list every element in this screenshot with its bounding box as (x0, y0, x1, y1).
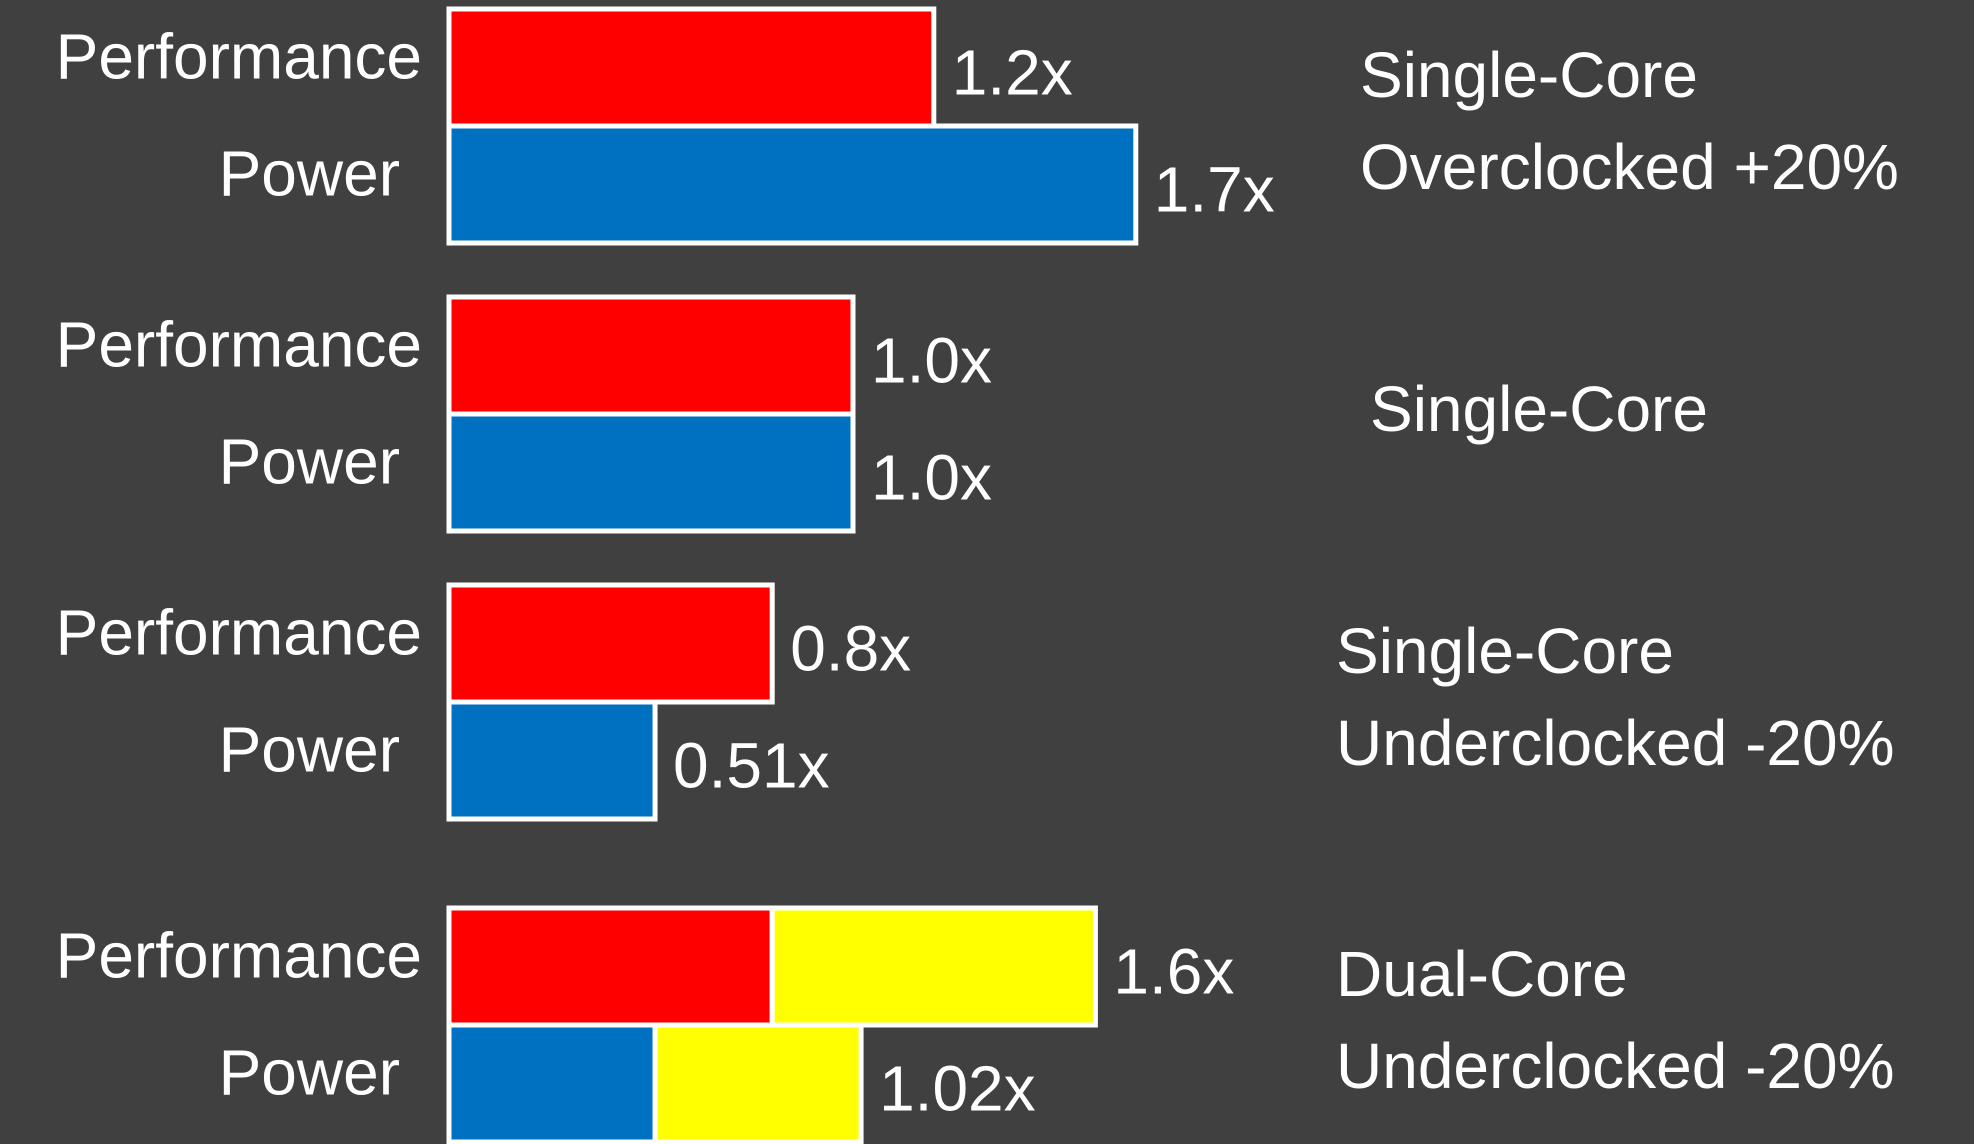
value-label: 1.0x (871, 324, 992, 396)
group-label: Underclocked -20% (1336, 1030, 1895, 1102)
value-label: 1.6x (1113, 935, 1234, 1007)
bar-segment (446, 6, 937, 129)
value-label: 0.51x (673, 729, 830, 801)
value-label: 1.7x (1154, 153, 1275, 225)
category-label: Performance (56, 308, 422, 380)
group-label: Single-Core (1360, 39, 1698, 111)
category-label: Performance (56, 919, 422, 991)
category-label: Power (219, 713, 400, 785)
bar-segment (446, 294, 856, 417)
bar-segment (446, 905, 775, 1028)
bar-segment (446, 411, 856, 534)
value-label: 1.2x (952, 36, 1073, 108)
group-label: Underclocked -20% (1336, 707, 1895, 779)
category-label: Power (219, 137, 400, 209)
category-label: Performance (56, 596, 422, 668)
bar-segment (446, 1022, 658, 1144)
group-label: Single-Core (1336, 615, 1674, 687)
value-label: 1.0x (871, 441, 992, 513)
category-label: Power (219, 1036, 400, 1108)
bar-segment (446, 582, 775, 705)
category-label: Performance (56, 20, 422, 92)
group-label: Dual-Core (1336, 938, 1628, 1010)
value-label: 0.8x (790, 612, 911, 684)
value-label: 1.02x (879, 1052, 1036, 1124)
category-label: Power (219, 425, 400, 497)
bar-segment (652, 1022, 864, 1144)
group-label: Overclocked +20% (1360, 131, 1899, 203)
bar-segment (446, 123, 1139, 246)
bar-segment (446, 699, 658, 822)
bar-segment (769, 905, 1098, 1028)
group-label: Single-Core (1370, 373, 1708, 445)
